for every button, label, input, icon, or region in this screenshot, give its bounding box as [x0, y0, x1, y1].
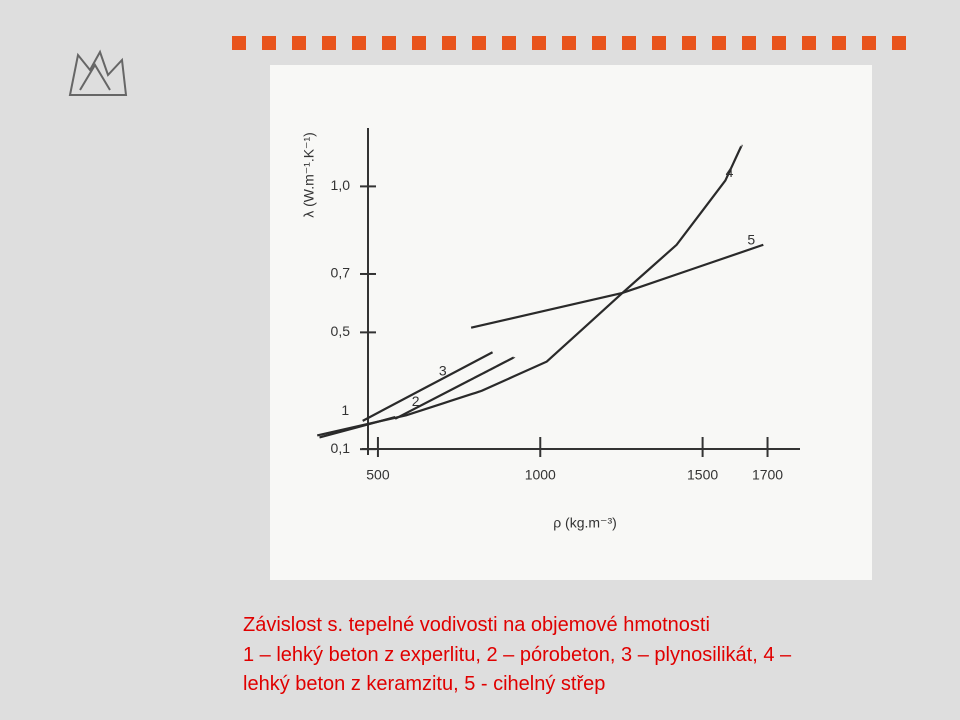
- y-axis-title: λ (W.m⁻¹.K⁻¹): [301, 132, 317, 218]
- caption-line: 1 – lehký beton z experlitu, 2 – pórobet…: [243, 644, 792, 666]
- curve-label: 4: [726, 164, 734, 180]
- x-tick-label: 1500: [687, 467, 718, 483]
- chart-panel: [270, 65, 872, 580]
- x-tick-label: 500: [366, 467, 390, 483]
- curve-label: 3: [439, 363, 447, 379]
- caption-line: lehký beton z keramzitu, 5 - cihelný stř…: [243, 673, 606, 695]
- logo: [68, 49, 128, 96]
- x-tick-label: 1000: [525, 467, 556, 483]
- curve-label: 1: [341, 402, 349, 418]
- curve: [316, 144, 743, 437]
- curve-label: 5: [747, 231, 755, 247]
- curve: [470, 243, 764, 329]
- y-tick-label: 0,5: [331, 323, 351, 339]
- y-tick-label: 1,0: [331, 177, 351, 193]
- curve-label: 2: [412, 393, 420, 409]
- x-tick-label: 1700: [752, 467, 783, 483]
- y-tick-label: 0,1: [331, 440, 351, 456]
- y-tick-label: 0,7: [331, 265, 351, 281]
- x-axis-title: ρ (kg.m⁻³): [553, 515, 617, 531]
- curve: [362, 351, 494, 422]
- caption-line: Závislost s. tepelné vodivosti na objemo…: [243, 614, 710, 636]
- decoration: [232, 36, 906, 50]
